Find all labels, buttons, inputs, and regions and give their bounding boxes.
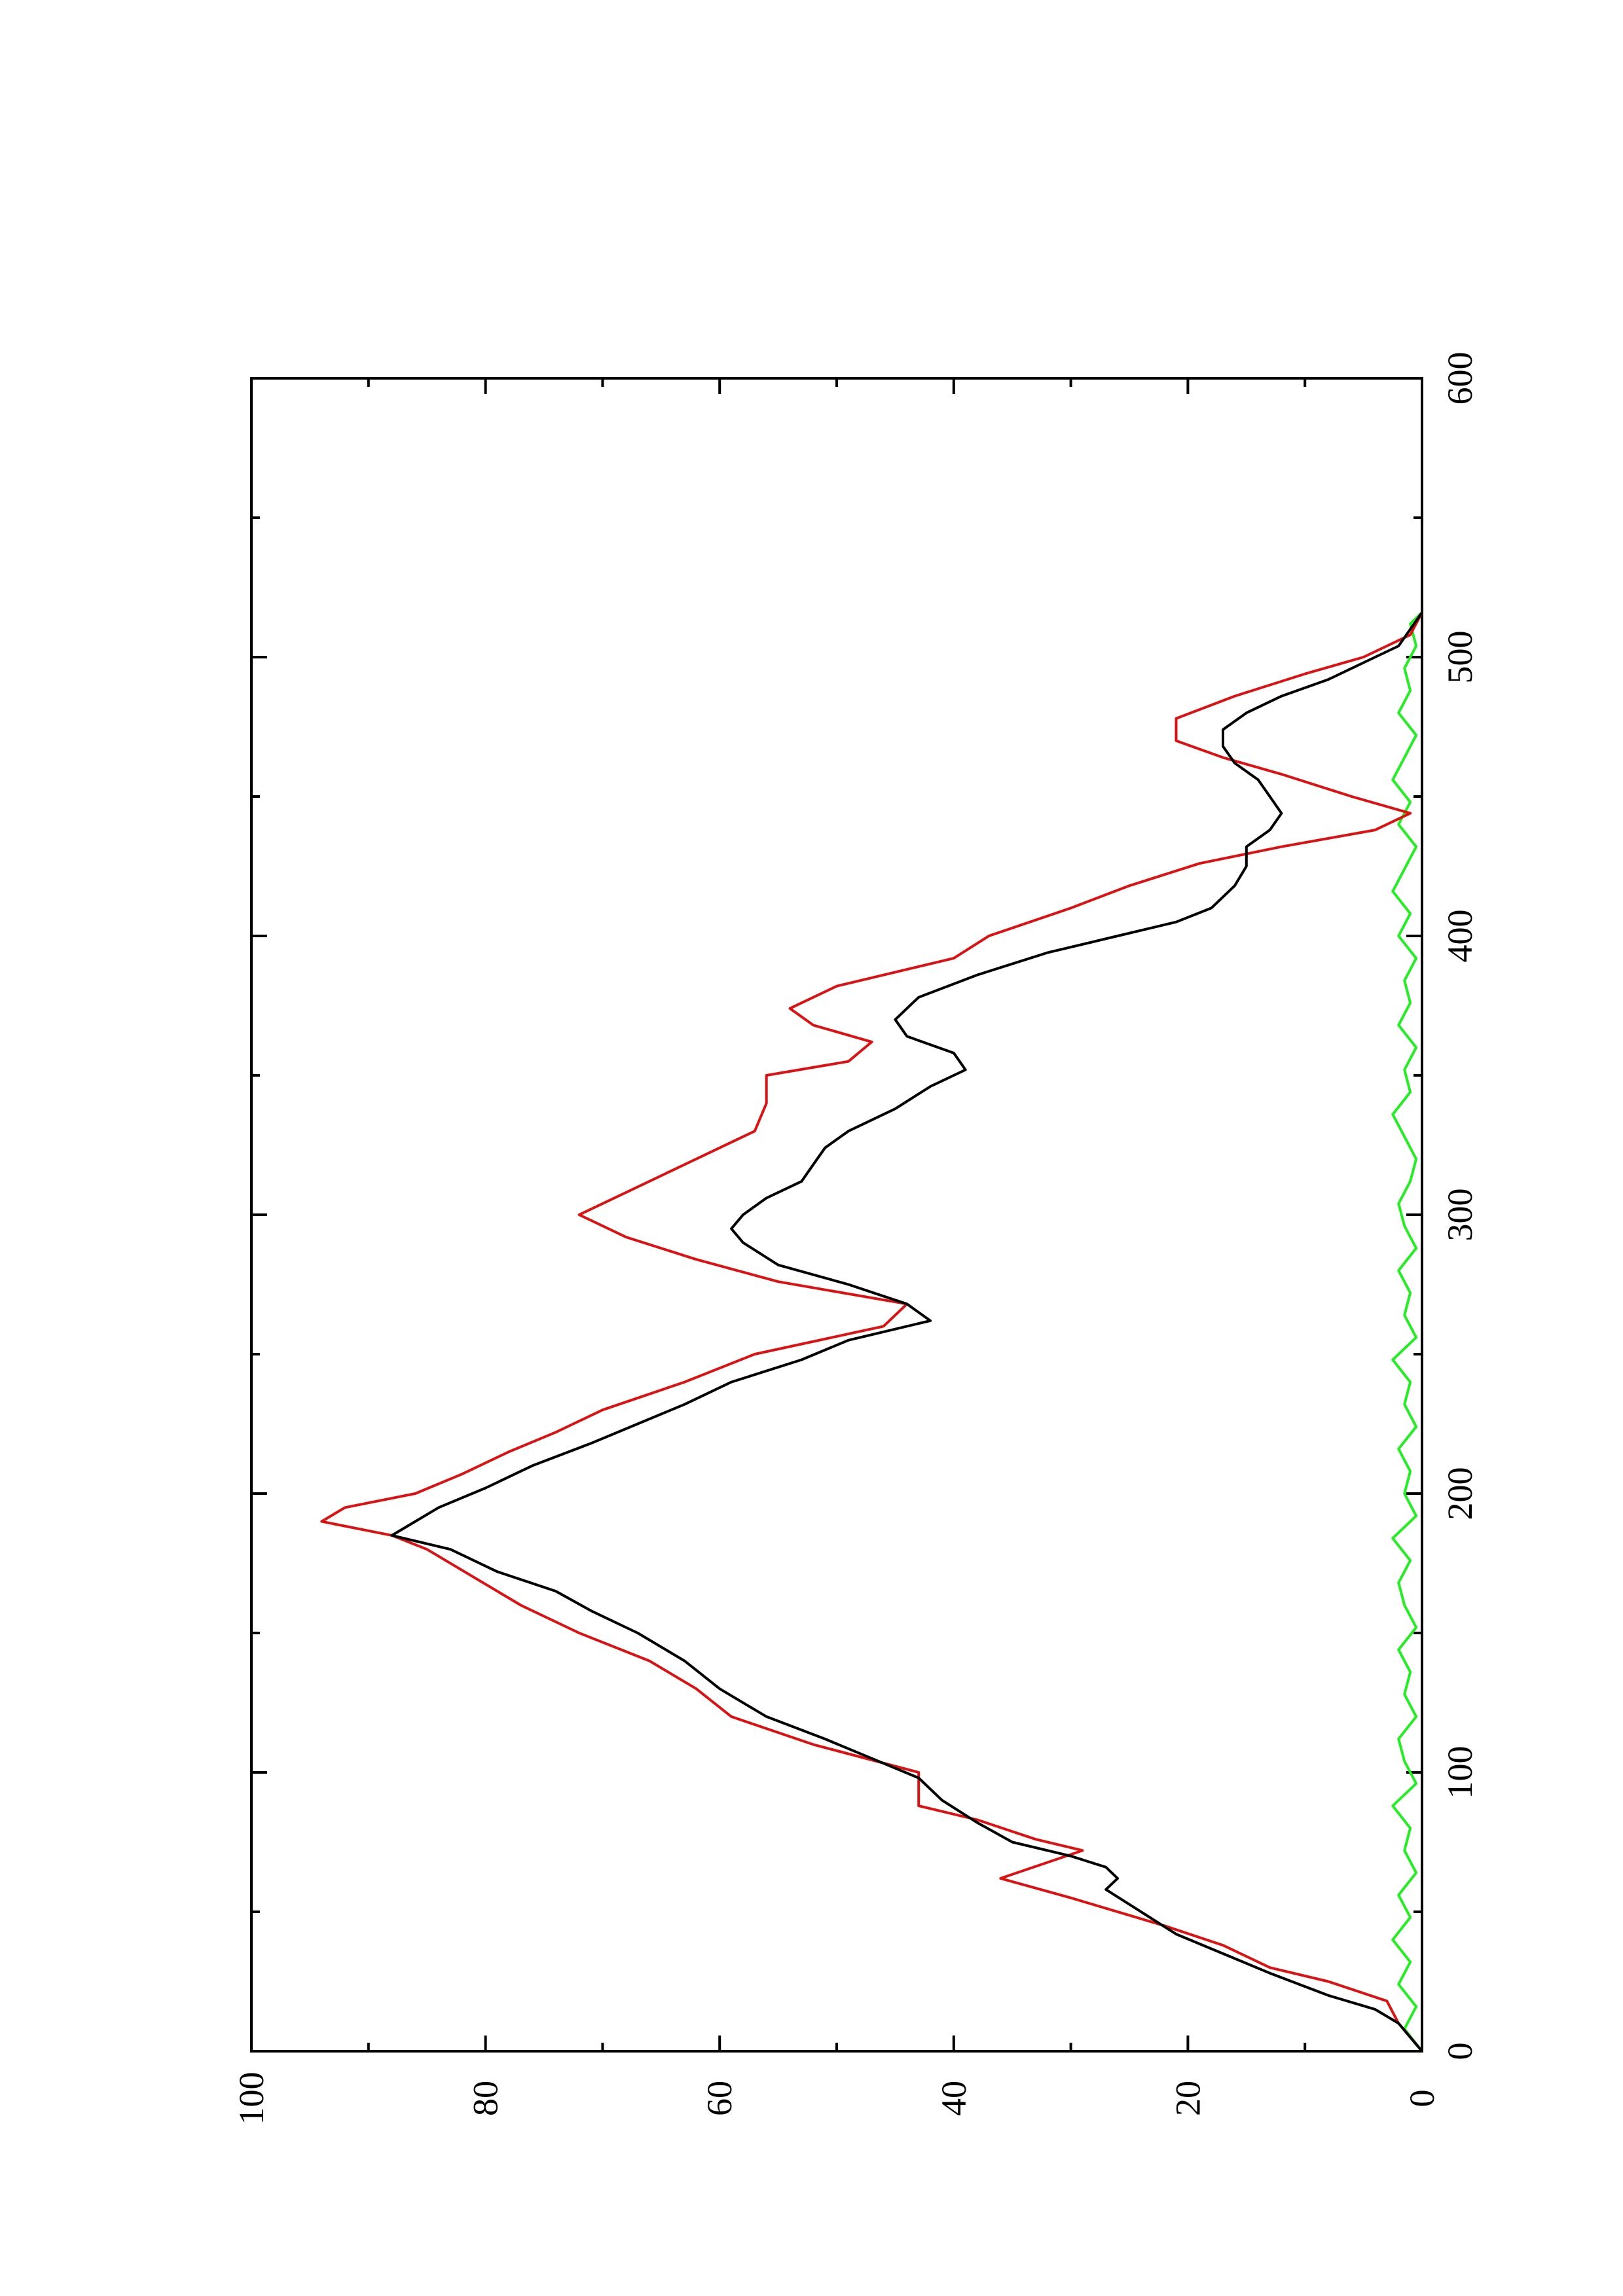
y-tick-label: 60 — [700, 2081, 739, 2116]
x-tick-label: 600 — [1440, 352, 1480, 405]
x-tick-label: 400 — [1440, 910, 1480, 963]
y-tick-label: 20 — [1168, 2081, 1207, 2116]
series-lines — [320, 611, 1423, 2053]
x-tick-label: 100 — [1440, 1746, 1480, 1799]
series-line-0 — [320, 611, 1423, 2053]
y-tick-labels: 0 20 40 60 80 100 — [232, 2072, 1442, 2125]
x-tick-label: 500 — [1440, 631, 1480, 684]
series-line-2 — [1391, 611, 1423, 2053]
x-tick-labels: 0 100 200 300 400 500 600 — [1440, 352, 1480, 2060]
axis-ticks — [250, 377, 1423, 2053]
x-tick-label: 300 — [1440, 1189, 1480, 1242]
plot-frame — [250, 377, 1423, 2053]
y-tick-label: 100 — [232, 2072, 271, 2125]
y-tick-label: 80 — [466, 2081, 505, 2116]
x-tick-label: 200 — [1440, 1467, 1480, 1520]
x-tick-label: 0 — [1440, 2043, 1480, 2060]
y-tick-label: 40 — [934, 2081, 974, 2116]
y-tick-label: 0 — [1402, 2090, 1442, 2108]
series-line-1 — [390, 611, 1423, 2053]
